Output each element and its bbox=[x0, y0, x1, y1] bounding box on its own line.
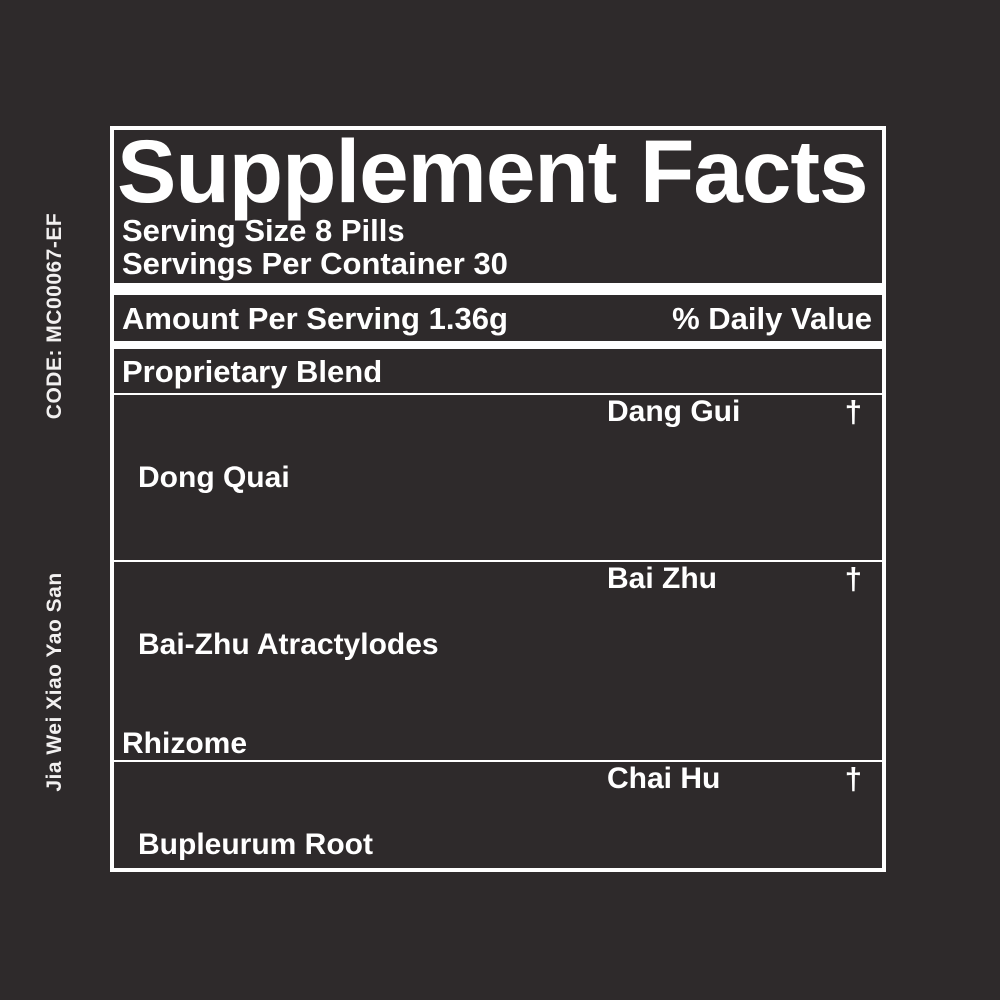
code-vertical-label: CODE: MC00067-EF bbox=[43, 212, 66, 420]
supplement-facts-title: Supplement Facts bbox=[117, 126, 869, 221]
ingredient-name: Bai-Zhu Atractylodes Rhizome bbox=[122, 562, 607, 760]
ingredient-pinyin: Dang Gui bbox=[607, 395, 741, 428]
ingredient-name: Dong Quai bbox=[138, 395, 607, 560]
daily-value-dagger: † bbox=[844, 394, 862, 429]
serving-size-text: Serving Size 8 Pills bbox=[122, 213, 405, 248]
amount-header-row: Amount Per Serving 1.36g % Daily Value bbox=[114, 295, 882, 341]
daily-value-dagger: † bbox=[844, 761, 862, 796]
divider-thick-top bbox=[114, 283, 882, 295]
amount-per-serving-text: Amount Per Serving 1.36g bbox=[122, 301, 508, 336]
daily-value-header-text: % Daily Value bbox=[672, 301, 872, 336]
ingredient-name-line2: Rhizome bbox=[122, 727, 248, 760]
servings-per-container-text: Servings Per Container 30 bbox=[122, 246, 508, 281]
serving-info: Serving Size 8 Pills Servings Per Contai… bbox=[122, 214, 882, 280]
ingredient-row: Bupleurum Root Chai Hu † bbox=[114, 761, 882, 868]
ingredient-row: Bai-Zhu Atractylodes Rhizome Bai Zhu † bbox=[114, 562, 882, 762]
daily-value-dagger: † bbox=[844, 561, 862, 596]
product-name-vertical-label: Jia Wei Xiao Yao San bbox=[43, 572, 66, 792]
ingredient-pinyin: Bai Zhu bbox=[607, 562, 717, 595]
proprietary-blend-heading: Proprietary Blend bbox=[122, 354, 383, 389]
ingredient-name-line1: Bai-Zhu Atractylodes bbox=[138, 628, 439, 661]
ingredient-pinyin: Chai Hu bbox=[607, 762, 721, 795]
ingredient-row: Dong Quai Dang Gui † bbox=[114, 395, 882, 562]
ingredient-table: Dong Quai Dang Gui † Bai-Zhu Atractylode… bbox=[114, 393, 882, 868]
ingredient-name-line1: Bupleurum Root bbox=[138, 828, 373, 861]
ingredient-name-line1: Dong Quai bbox=[138, 461, 290, 494]
supplement-facts-panel: Supplement Facts Serving Size 8 Pills Se… bbox=[110, 126, 886, 872]
divider-medium bbox=[114, 341, 882, 349]
ingredient-name: Bupleurum Root bbox=[138, 762, 607, 868]
